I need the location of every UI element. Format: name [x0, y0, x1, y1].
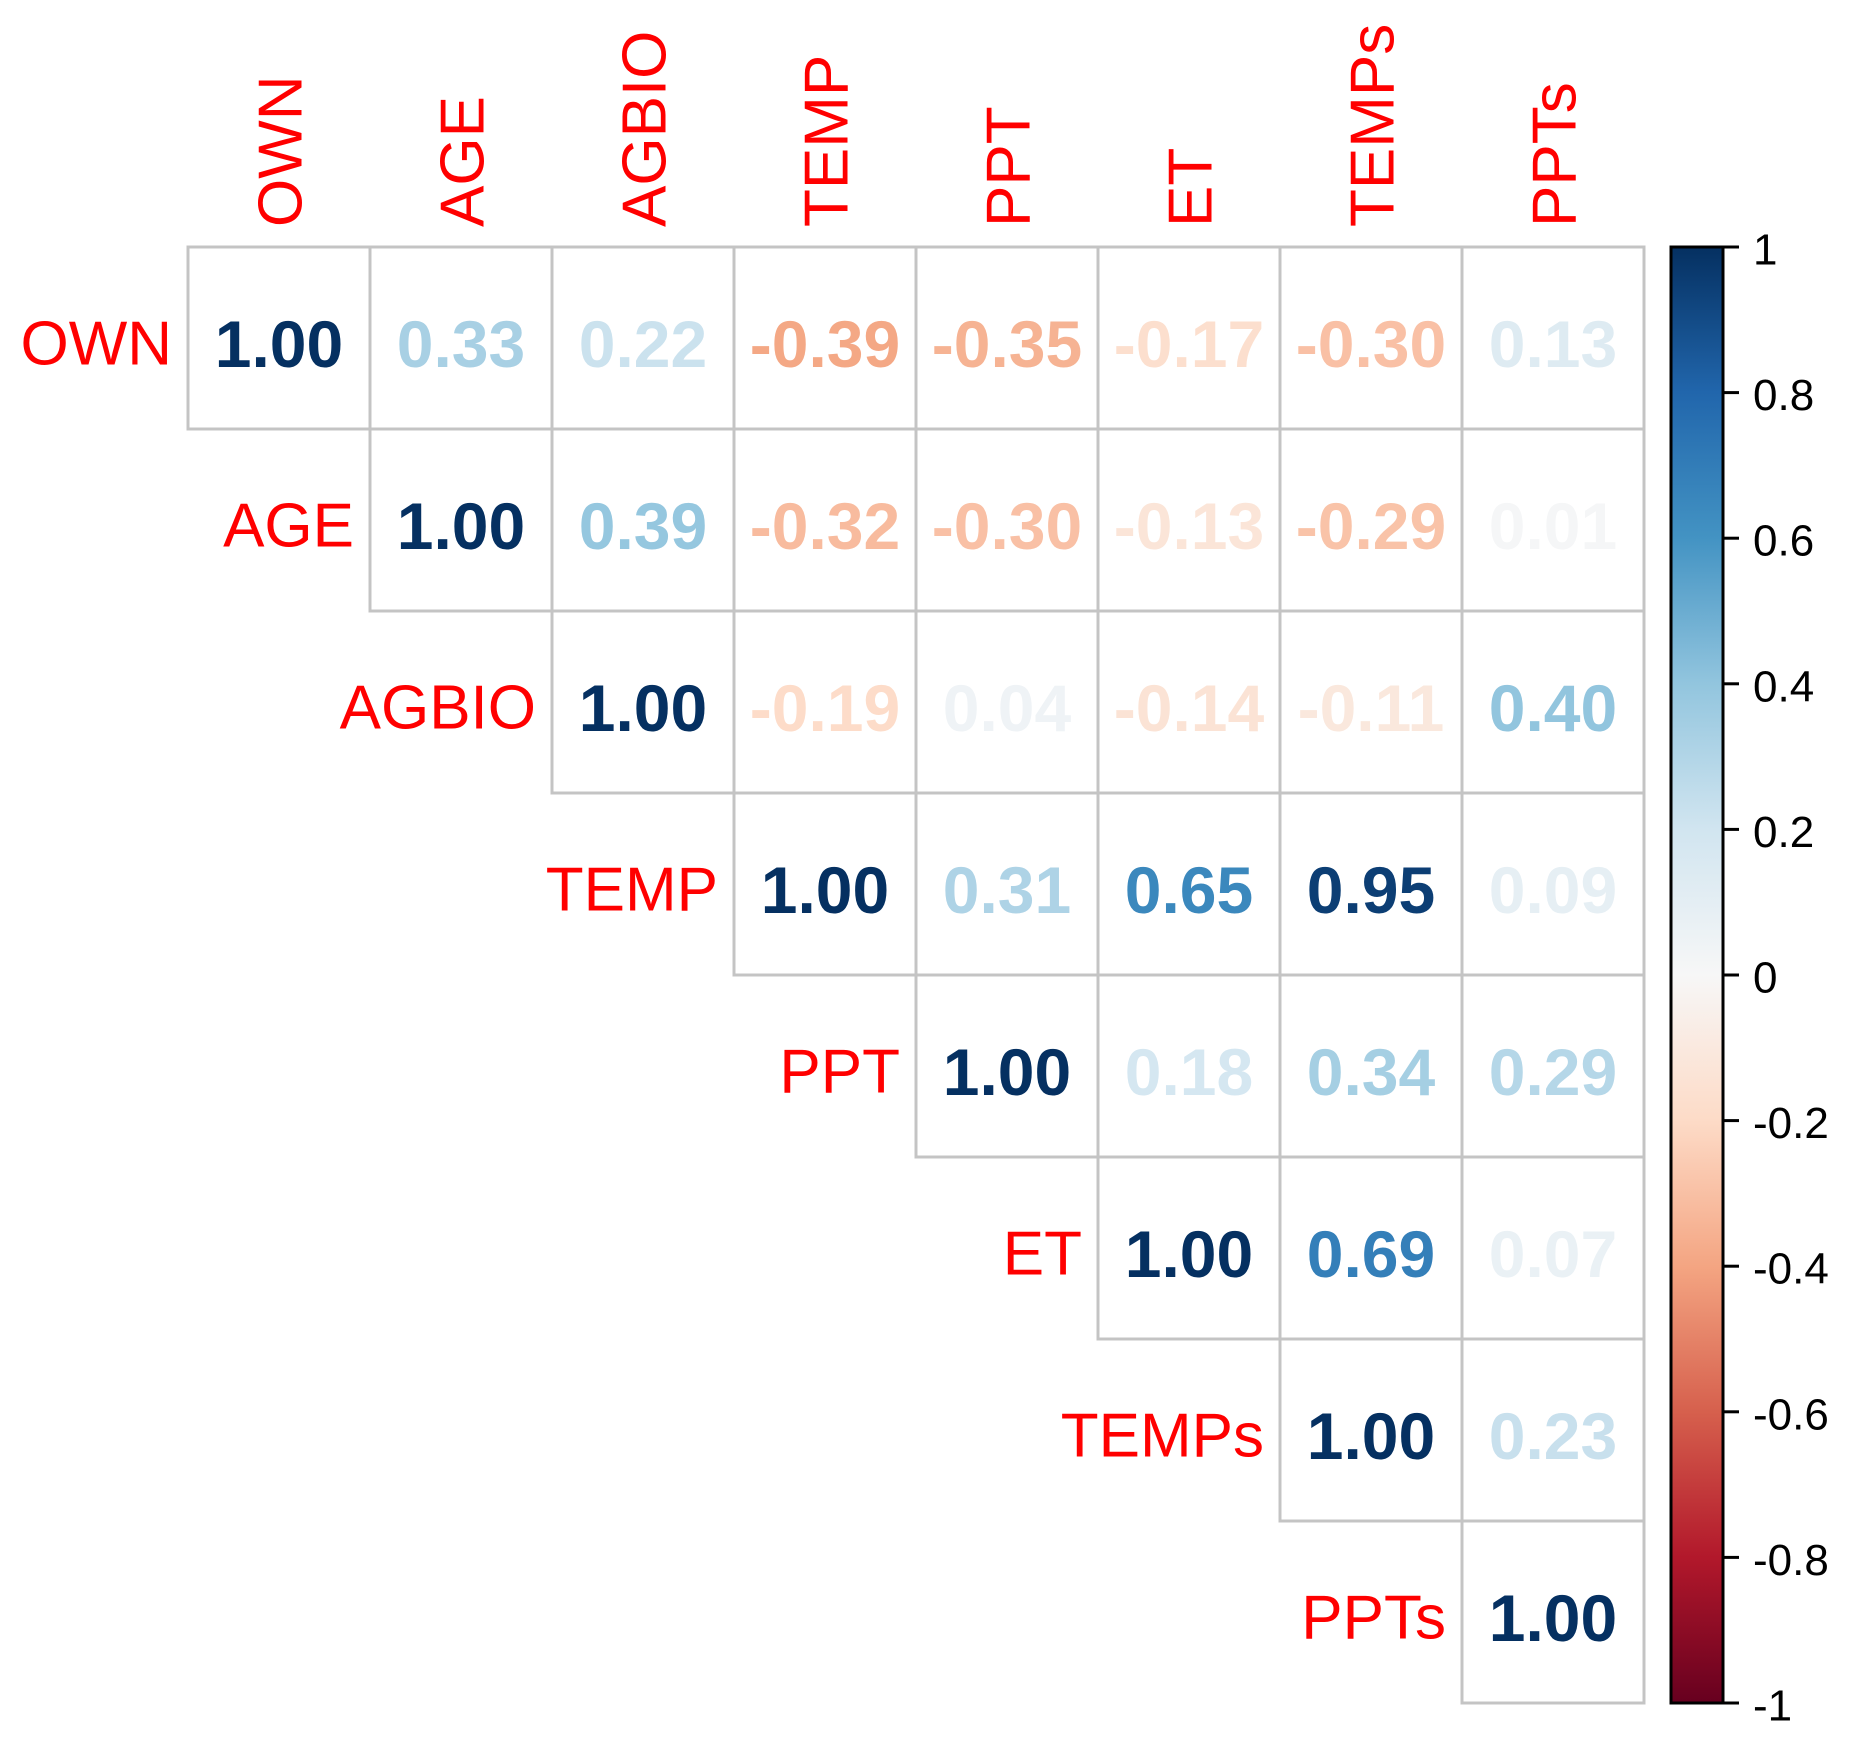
matrix-value-TEMP-ET: 0.65	[1125, 853, 1253, 927]
matrix-value-OWN-AGE: 0.33	[397, 307, 525, 381]
colorbar-tick-label--1: -1	[1753, 1682, 1792, 1731]
row-label-TEMP: TEMP	[546, 856, 718, 925]
colorbar	[1669, 245, 1725, 1705]
row-label-AGBIO: AGBIO	[340, 674, 536, 743]
colorbar-tick-label-1: 1	[1753, 226, 1777, 275]
matrix-value-PPT-PPTs: 0.29	[1489, 1035, 1617, 1109]
matrix-value-AGE-PPTs: 0.01	[1489, 489, 1617, 563]
matrix-value-AGE-AGBIO: 0.39	[579, 489, 707, 563]
colorbar-tick-label-0.2: 0.2	[1753, 808, 1814, 857]
matrix-value-TEMP-PPT: 0.31	[943, 853, 1071, 927]
matrix-value-AGBIO-TEMP: -0.19	[750, 671, 900, 745]
matrix-value-TEMP-PPTs: 0.09	[1489, 853, 1617, 927]
matrix-value-OWN-PPT: -0.35	[932, 307, 1082, 381]
matrix-value-AGE-PPT: -0.30	[932, 489, 1082, 563]
col-label-AGE: AGE	[429, 96, 498, 227]
colorbar-tick-label--0.4: -0.4	[1753, 1245, 1829, 1294]
col-label-ET: ET	[1157, 148, 1226, 227]
matrix-cell-PPTs-PPTs	[1460, 1519, 1646, 1705]
matrix-value-OWN-TEMP: -0.39	[750, 307, 900, 381]
colorbar-tick-label--0.6: -0.6	[1753, 1390, 1829, 1439]
matrix-value-TEMP-TEMPs: 0.95	[1307, 853, 1435, 927]
colorbar-tick-label-0.4: 0.4	[1753, 662, 1814, 711]
matrix-value-AGE-TEMPs: -0.29	[1296, 489, 1446, 563]
col-label-TEMP: TEMP	[793, 55, 862, 227]
colorbar-tick-label--0.8: -0.8	[1753, 1536, 1829, 1585]
matrix-value-AGE-TEMP: -0.32	[750, 489, 900, 563]
matrix-value-OWN-OWN: 1.00	[215, 307, 343, 381]
matrix-value-TEMPs-PPTs: 0.23	[1489, 1399, 1617, 1473]
matrix-value-PPT-TEMPs: 0.34	[1307, 1035, 1436, 1109]
matrix-value-TEMP-TEMP: 1.00	[761, 853, 889, 927]
matrix-value-AGBIO-TEMPs: -0.11	[1298, 671, 1445, 745]
colorbar-tick-label-0: 0	[1753, 954, 1777, 1003]
matrix-value-ET-PPTs: 0.07	[1489, 1217, 1617, 1291]
col-label-TEMPs: TEMPs	[1339, 24, 1408, 227]
matrix-value-PPTs-PPTs: 1.00	[1489, 1581, 1617, 1655]
row-label-AGE: AGE	[223, 492, 354, 561]
matrix-value-AGBIO-AGBIO: 1.00	[579, 671, 707, 745]
matrix-value-OWN-ET: -0.17	[1114, 307, 1264, 381]
matrix-value-OWN-PPTs: 0.13	[1489, 307, 1617, 381]
matrix-value-PPT-PPT: 1.00	[943, 1035, 1071, 1109]
col-label-PPTs: PPTs	[1521, 82, 1590, 227]
matrix-value-ET-TEMPs: 0.69	[1307, 1217, 1435, 1291]
col-label-PPT: PPT	[975, 106, 1044, 227]
matrix-value-AGBIO-PPT: 0.04	[943, 671, 1072, 745]
matrix-value-PPT-ET: 0.18	[1125, 1035, 1253, 1109]
matrix-value-AGBIO-ET: -0.14	[1114, 671, 1265, 745]
matrix-value-AGBIO-PPTs: 0.40	[1489, 671, 1617, 745]
row-label-OWN: OWN	[20, 310, 172, 379]
row-label-ET: ET	[1003, 1220, 1082, 1289]
row-label-PPT: PPT	[779, 1038, 900, 1107]
colorbar-tick-label-0.6: 0.6	[1753, 517, 1814, 566]
colorbar-tick-label-0.8: 0.8	[1753, 371, 1814, 420]
matrix-value-AGE-AGE: 1.00	[397, 489, 525, 563]
matrix-value-ET-ET: 1.00	[1125, 1217, 1253, 1291]
matrix-value-AGE-ET: -0.13	[1114, 489, 1264, 563]
matrix-value-OWN-AGBIO: 0.22	[579, 307, 707, 381]
matrix-value-OWN-TEMPs: -0.30	[1296, 307, 1446, 381]
col-label-AGBIO: AGBIO	[611, 31, 680, 227]
col-label-OWN: OWN	[247, 75, 316, 227]
colorbar-tick-label--0.2: -0.2	[1753, 1099, 1829, 1148]
matrix-value-TEMPs-TEMPs: 1.00	[1307, 1399, 1435, 1473]
row-label-TEMPs: TEMPs	[1061, 1402, 1264, 1471]
row-label-PPTs: PPTs	[1301, 1584, 1446, 1653]
